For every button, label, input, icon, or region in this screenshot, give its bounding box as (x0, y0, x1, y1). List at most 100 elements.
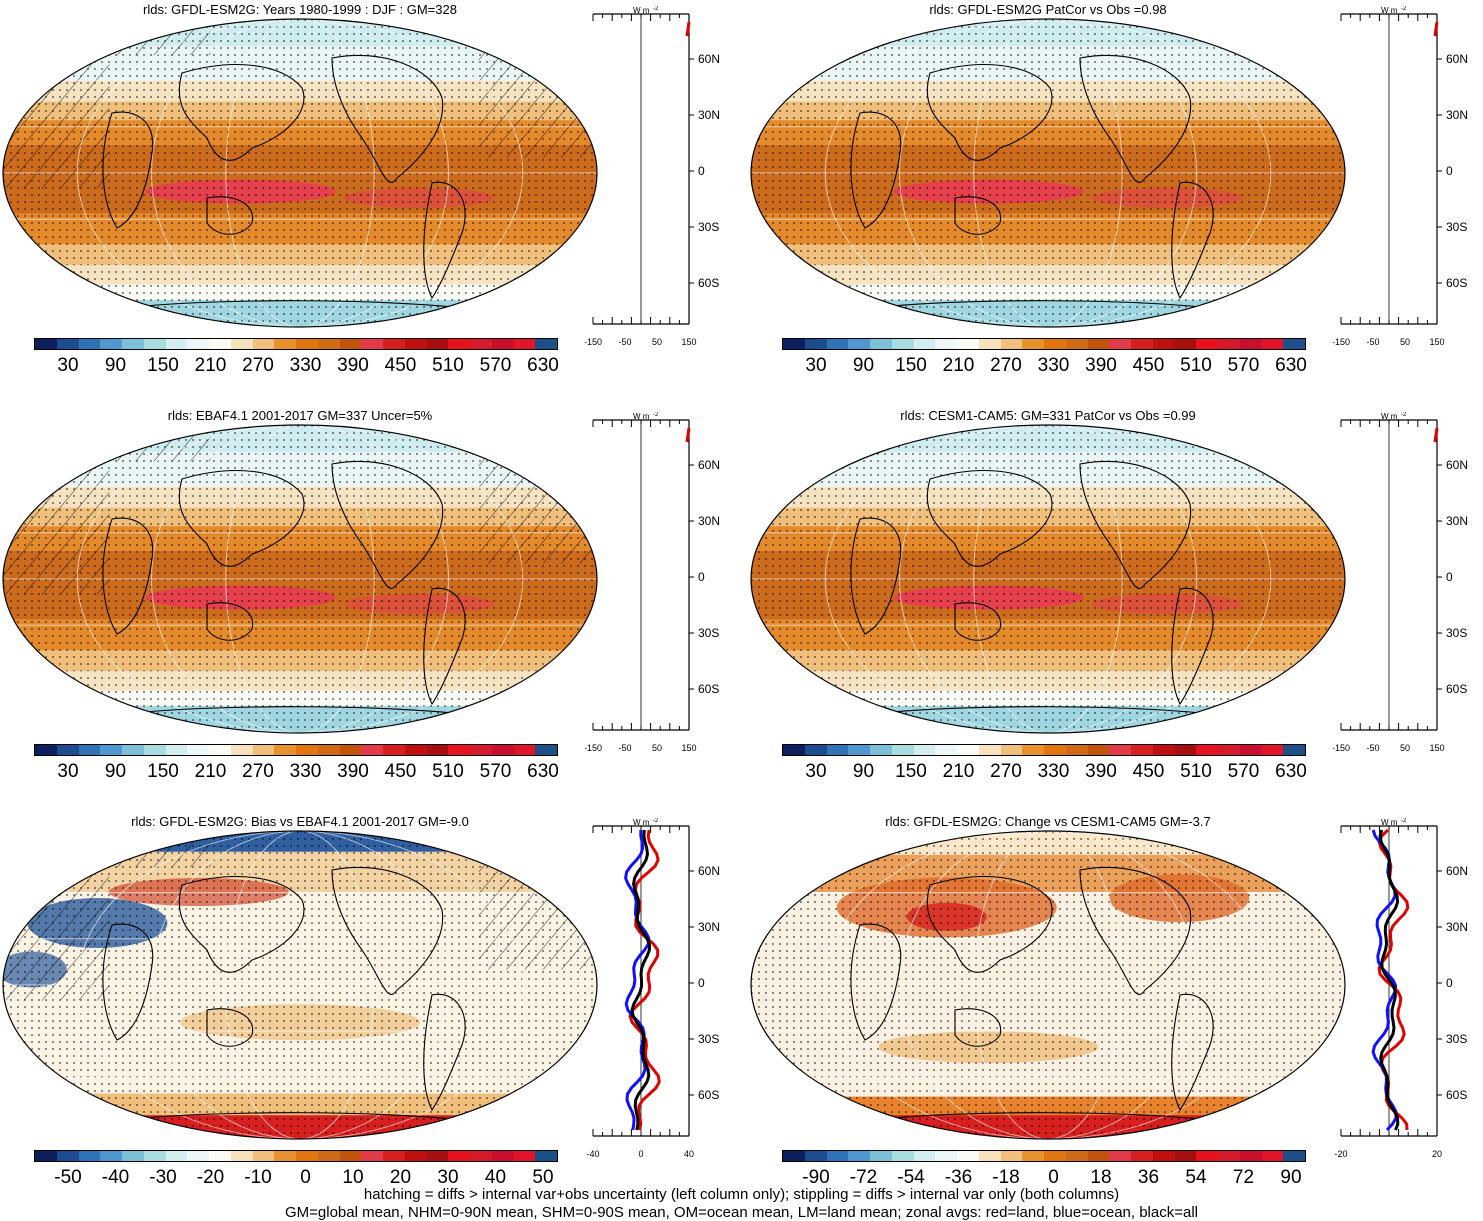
latitude-label: 60S (698, 1088, 719, 1102)
colorbar-swatch (491, 339, 514, 349)
zonal-tick-label: 20 (1432, 1149, 1442, 1159)
zonal-tick-label: -50 (1366, 743, 1379, 753)
colorbar-tick-label: -72 (849, 1167, 878, 1188)
colorbar-swatch (361, 1151, 383, 1161)
zonal-unit-label: W m (1381, 6, 1398, 15)
colorbar-swatch (122, 745, 144, 755)
colorbar-swatch (296, 1151, 318, 1161)
colorbar-tick-label: 270 (242, 355, 274, 376)
colorbar-swatch (274, 339, 296, 349)
colorbar-swatch (804, 1151, 827, 1161)
colorbar-swatch (1022, 339, 1044, 349)
colorbar-swatch (1131, 1151, 1153, 1161)
colorbar-tick-label: 570 (479, 355, 512, 376)
colorbar-swatch (165, 339, 188, 349)
colorbar-swatch (383, 1151, 405, 1161)
colorbar-swatch (891, 745, 914, 755)
colorbar-swatch (513, 339, 536, 349)
colorbar-tick-label: 54 (1185, 1167, 1207, 1188)
colorbar-swatch (1218, 339, 1240, 349)
colorbar-tick-label: 18 (1090, 1167, 1112, 1188)
colorbar-swatch (1283, 339, 1305, 349)
colorbar-tick-label: 210 (194, 761, 227, 782)
colorbar-swatch (252, 1151, 275, 1161)
colorbar-swatch (978, 745, 1001, 755)
colorbar-swatch (252, 339, 275, 349)
colorbar-tick-label: 36 (1137, 1167, 1160, 1188)
latitude-label: 60N (698, 458, 720, 472)
colorbar-swatch (1239, 1151, 1262, 1161)
colorbar-tick-label: 270 (990, 761, 1022, 782)
zonal-unit-label: W m (1381, 818, 1398, 827)
colorbar-swatch (870, 745, 892, 755)
colorbar-tick-labels: 30 90 150 210 270 330 390 450 510 570 630 (20, 761, 580, 785)
colorbar-swatch (535, 339, 557, 349)
colorbar-tick-label: -40 (101, 1167, 130, 1188)
colorbar-swatch (252, 745, 275, 755)
colorbar-tick-label: 570 (1227, 355, 1260, 376)
colorbar-swatch (426, 1151, 449, 1161)
colorbar-swatch (1196, 339, 1218, 349)
colorbar-swatch (426, 339, 449, 349)
latitude-label: 30N (1446, 108, 1468, 122)
world-map (2, 18, 598, 328)
colorbar-tick-label: 150 (895, 761, 927, 782)
colorbar-swatch (1109, 339, 1131, 349)
world-map (750, 424, 1346, 734)
zonal-mean-plot: W m -2 60N 30N 0 30S 60S -150 -50 50 150 (1332, 6, 1483, 351)
zonal-tick-label: -20 (1334, 1149, 1347, 1159)
colorbar-swatch (448, 745, 470, 755)
latitude-label: 60N (698, 864, 720, 878)
colorbar-swatch (1152, 1151, 1175, 1161)
colorbar-swatch (187, 339, 209, 349)
colorbar-tick-label: 10 (342, 1167, 364, 1188)
colorbar-swatch (1065, 339, 1088, 349)
colorbar-swatch (470, 745, 492, 755)
zonal-mean-plot: W m -2 60N 30N 0 30S 60S -150 -50 50 150 (584, 412, 735, 757)
colorbar-tick-label: 570 (479, 761, 512, 782)
colorbar-swatch (78, 1151, 101, 1161)
colorbar-swatch (78, 745, 101, 755)
panel-title: rlds: CESM1-CAM5: GM=331 PatCor vs Obs =… (900, 408, 1196, 423)
colorbar-swatch (317, 339, 340, 349)
colorbar-swatch (1261, 745, 1284, 755)
colorbar-swatch (274, 1151, 296, 1161)
colorbar-tick-label: 72 (1232, 1167, 1255, 1188)
panel-title: rlds: GFDL-ESM2G: Years 1980-1999 : DJF … (143, 2, 457, 17)
zonal-unit-label: W m (633, 6, 650, 15)
colorbar-tick-label: 210 (942, 355, 975, 376)
colorbar-swatch (448, 339, 470, 349)
colorbar-swatch (783, 1151, 805, 1161)
panel-title: rlds: GFDL-ESM2G: Bias vs EBAF4.1 2001-2… (131, 814, 469, 829)
colorbar-swatch (1087, 339, 1110, 349)
colorbar-tick-label: -50 (54, 1167, 82, 1188)
colorbar-swatch (535, 745, 557, 755)
colorbar-swatch (978, 1151, 1001, 1161)
colorbar-tick-label: 630 (527, 355, 559, 376)
colorbar-swatch (1174, 745, 1197, 755)
colorbar-swatch (1152, 339, 1175, 349)
colorbar-swatch (470, 1151, 492, 1161)
zonal-unit-label: W m (1381, 412, 1398, 421)
colorbar (782, 744, 1306, 756)
world-map (2, 424, 598, 734)
zonal-tick-label: 50 (652, 337, 662, 347)
colorbar-swatch (1000, 339, 1023, 349)
colorbar-tick-label: 330 (289, 761, 322, 782)
colorbar-swatch (209, 339, 231, 349)
colorbar-swatch (361, 339, 383, 349)
colorbar-swatch (826, 1151, 849, 1161)
colorbar-swatch (56, 339, 79, 349)
colorbar (782, 1150, 1306, 1162)
colorbar-swatch (165, 745, 188, 755)
colorbar-tick-label: -90 (802, 1167, 830, 1188)
colorbar-tick-label: 570 (1227, 761, 1260, 782)
colorbar-swatch (935, 1151, 957, 1161)
zonal-unit-exponent: -2 (653, 818, 659, 824)
latitude-label: 0 (1446, 164, 1453, 178)
colorbar-tick-label: 0 (1048, 1167, 1059, 1188)
latitude-label: 30S (1446, 626, 1467, 640)
colorbar-swatch (187, 745, 209, 755)
colorbar-tick-label: -54 (897, 1167, 925, 1188)
colorbar-swatch (100, 745, 122, 755)
